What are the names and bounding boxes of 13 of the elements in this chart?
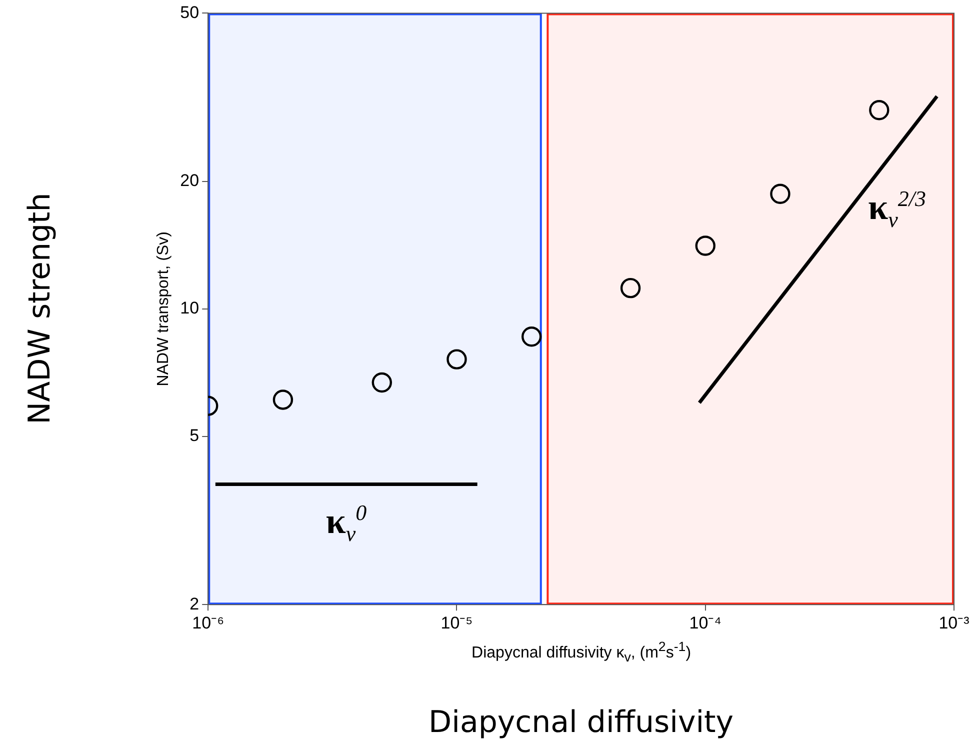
y-tick-label: 10 <box>180 298 200 318</box>
y-tick-label: 50 <box>180 2 200 22</box>
x-tick-label: 10⁻³ <box>938 613 970 632</box>
x-tick-label: 10⁻⁴ <box>689 613 722 632</box>
text: NADW strength <box>22 193 58 425</box>
text: Diapycnal diffusivity <box>428 704 734 740</box>
x-axis-title: Diapycnal diffusivity κ$_{v}$, (m$^{2}$s$^{-1}$) <box>472 638 692 664</box>
y-tick-label: 20 <box>180 171 200 190</box>
y-tick-label: 2 <box>190 594 200 614</box>
y-axis-title: NADW transport, (Sv) <box>155 232 172 386</box>
x-tick-label: 10⁻⁶ <box>192 613 224 632</box>
y-tick-label: 5 <box>190 426 200 445</box>
x-tick-label: 10⁻⁵ <box>440 613 473 632</box>
